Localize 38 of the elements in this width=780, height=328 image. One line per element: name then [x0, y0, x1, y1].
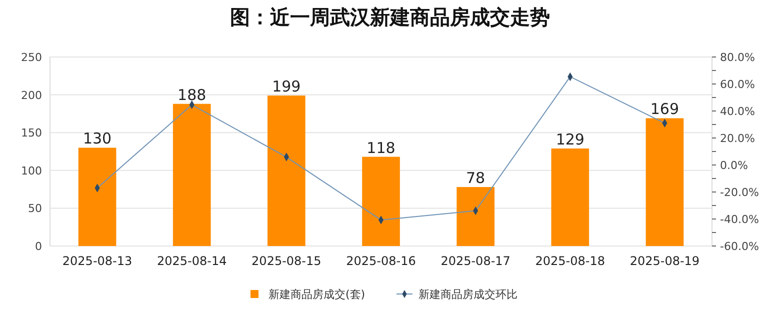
y-tick-label: 100 — [21, 164, 42, 178]
y2-tick-label: -60.0% — [720, 240, 759, 253]
x-tick-label: 2025-08-18 — [535, 254, 606, 268]
bar — [646, 118, 684, 246]
data-label: 78 — [466, 169, 486, 188]
y-tick-label: 250 — [21, 51, 42, 64]
data-label: 169 — [650, 100, 680, 118]
bar — [456, 187, 494, 246]
y-tick-label: 50 — [28, 202, 42, 216]
legend-label: 新建商品房成交(套) — [268, 288, 366, 301]
x-tick-label: 2025-08-15 — [252, 254, 322, 268]
legend-label: 新建商品房成交环比 — [418, 288, 518, 301]
x-tick-label: 2025-08-19 — [630, 254, 700, 268]
bar — [78, 148, 116, 246]
y-tick-label: 0 — [35, 240, 42, 253]
x-tick-label: 2025-08-16 — [346, 254, 416, 268]
y-tick-label: 150 — [21, 126, 42, 140]
y2-tick-label: 20.0% — [720, 132, 755, 145]
bar — [172, 104, 211, 246]
data-label: 188 — [178, 86, 206, 104]
y2-tick-label: 80.0% — [720, 51, 755, 64]
data-label: 129 — [556, 130, 584, 148]
x-tick-label: 2025-08-13 — [62, 254, 132, 268]
y-tick-label: 200 — [21, 88, 42, 102]
x-tick-label: 2025-08-17 — [440, 254, 510, 268]
bar — [551, 148, 590, 246]
y2-tick-label: 60.0% — [720, 78, 755, 91]
bar — [268, 96, 306, 246]
data-label: 118 — [366, 138, 396, 157]
x-tick-label: 2025-08-14 — [156, 254, 227, 268]
chart-title: 图：近一周武汉新建商品房成交走势 — [230, 5, 550, 29]
bar — [362, 156, 400, 246]
data-label: 130 — [82, 130, 112, 148]
y2-tick-label: 0.0% — [720, 159, 748, 172]
y2-tick-label: -40.0% — [720, 213, 759, 226]
data-label: 199 — [272, 78, 301, 96]
y2-tick-label: -20.0% — [720, 186, 759, 199]
y2-tick-label: 40.0% — [720, 105, 755, 118]
